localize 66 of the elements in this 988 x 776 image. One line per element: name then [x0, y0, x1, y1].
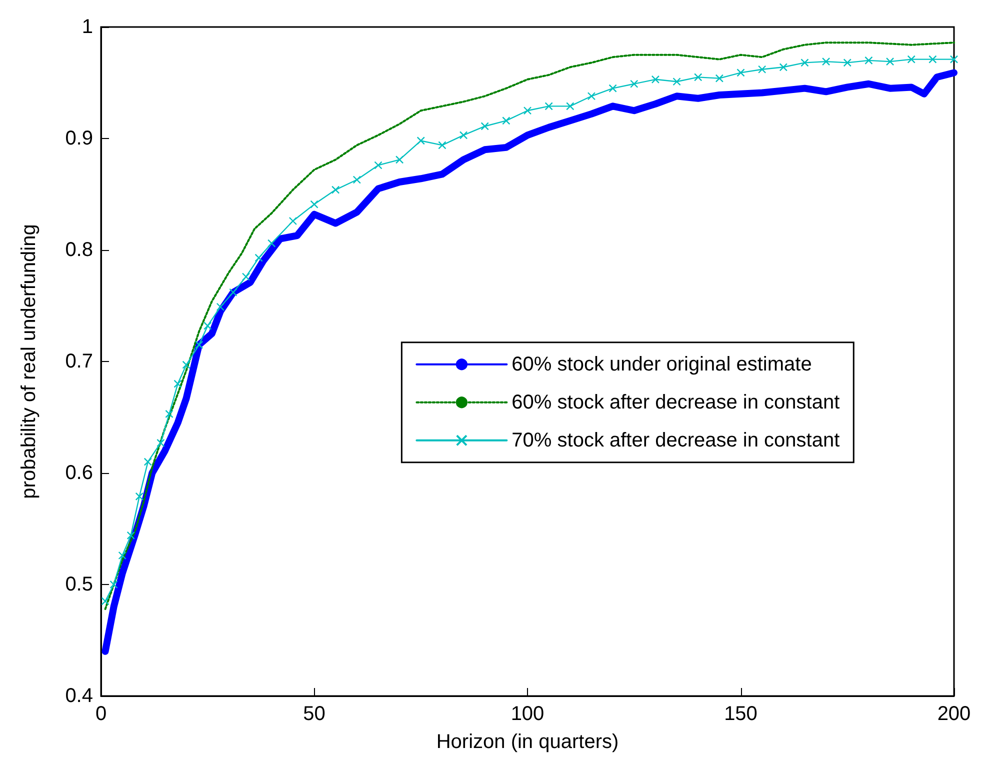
point: [651, 75, 660, 84]
point: [694, 73, 702, 82]
point: [268, 239, 276, 248]
point: [204, 322, 212, 330]
point: [715, 74, 724, 82]
point: [165, 410, 174, 418]
point: [438, 141, 446, 150]
point: [928, 55, 937, 64]
point: [174, 380, 182, 388]
point: [502, 116, 510, 125]
point: [156, 438, 165, 447]
point: [630, 80, 638, 88]
y-tick-label: 1: [82, 16, 93, 38]
point: [182, 360, 190, 369]
point: [800, 58, 809, 67]
point: [101, 597, 110, 606]
point: [416, 136, 425, 145]
y-tick-label: 0.6: [65, 462, 93, 484]
point: [608, 84, 617, 92]
point: [229, 288, 238, 296]
x-tick-label: 150: [724, 703, 758, 725]
point: [352, 176, 361, 184]
x-axis-title: Horizon (in quarters): [436, 731, 619, 753]
point: [864, 56, 873, 65]
y-axis-title: probability of real underfunding: [18, 224, 40, 499]
point: [126, 531, 135, 540]
point: [135, 492, 144, 501]
point: [843, 58, 852, 67]
point: [907, 55, 916, 64]
y-tick-label: 0.7: [65, 350, 93, 372]
x-tick-label: 50: [303, 703, 326, 725]
point: [544, 102, 553, 110]
point: [950, 55, 958, 64]
point: [758, 65, 766, 74]
point: [886, 57, 894, 66]
point: [242, 272, 250, 281]
point: [822, 57, 830, 66]
point: [566, 102, 574, 110]
y-tick-label: 0.9: [65, 128, 93, 150]
legend-label: 60% stock under original estimate: [512, 353, 812, 376]
y-tick-label: 0.8: [65, 239, 93, 261]
point: [194, 340, 204, 349]
x-tick-label: 100: [510, 703, 544, 725]
point: [395, 156, 404, 164]
point: [331, 186, 340, 194]
legend-label: 70% stock after decrease in constant: [512, 429, 840, 452]
point: [288, 216, 298, 226]
point: [779, 63, 788, 72]
point: [254, 254, 263, 262]
x-tick-label: 0: [95, 703, 107, 725]
point: [110, 580, 118, 589]
point: [480, 122, 489, 130]
y-tick-label: 0.4: [65, 685, 93, 707]
point: [216, 302, 225, 311]
point: [736, 68, 745, 77]
point: [523, 106, 532, 115]
point: [118, 551, 126, 560]
point: [144, 458, 152, 466]
legend-label: 60% stock after decrease in constant: [512, 391, 840, 414]
point: [310, 200, 318, 208]
point: [587, 92, 596, 100]
x-tick-label: 200: [937, 703, 971, 725]
point: [374, 161, 382, 170]
y-tick-label: 0.5: [65, 574, 93, 596]
point: [672, 78, 681, 86]
point: [459, 131, 468, 140]
